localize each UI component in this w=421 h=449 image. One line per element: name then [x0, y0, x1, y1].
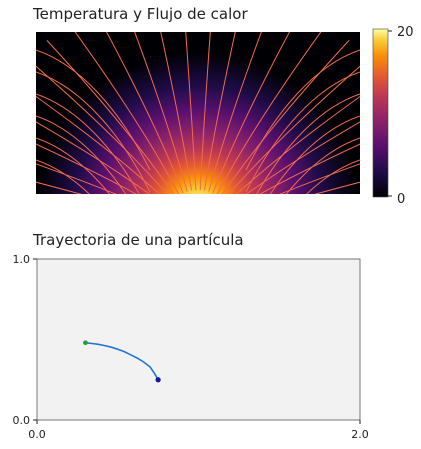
streamline	[36, 159, 90, 194]
heatmap-title: Temperatura y Flujo de calor	[33, 5, 248, 23]
colorbar-label-min: 0	[397, 192, 405, 207]
streamline	[36, 163, 117, 194]
streamline	[279, 163, 360, 194]
trajectory-axes	[36, 258, 361, 421]
ytick-label-min: 0.0	[13, 414, 31, 427]
xtick-label-max: 2.0	[351, 428, 369, 441]
streamline	[306, 159, 360, 194]
streamline	[36, 181, 83, 194]
trajectory-start-point	[83, 340, 88, 346]
streamline	[0, 208, 158, 226]
streamline	[199, 32, 211, 191]
heatmap-plot	[0, 32, 421, 226]
streamline	[222, 40, 350, 194]
streamline	[106, 32, 184, 194]
streamline	[216, 32, 322, 194]
xtick-label-min: 0.0	[28, 428, 46, 441]
streamline	[185, 32, 197, 191]
colorbar-gradient	[372, 28, 389, 198]
streamline	[245, 49, 360, 171]
streamline	[269, 115, 360, 194]
streamline	[36, 95, 161, 194]
streamline	[74, 32, 180, 194]
streamline	[36, 71, 151, 193]
streamline	[259, 143, 360, 194]
streamline	[36, 143, 137, 194]
streamline	[245, 121, 360, 194]
streamline	[256, 93, 360, 194]
streamline	[245, 71, 360, 193]
colorbar-label-max: 20	[397, 25, 414, 40]
streamline	[285, 137, 360, 194]
streamline	[46, 40, 174, 194]
streamlines	[0, 32, 421, 226]
trajectory-line	[85, 341, 159, 381]
streamline	[160, 32, 192, 191]
streamline	[313, 181, 360, 194]
streamline	[204, 32, 236, 191]
streamline	[238, 208, 421, 226]
trajectory-title: Trayectoria de una partícula	[33, 231, 244, 249]
trajectory-end-point	[155, 377, 161, 383]
ytick-label-max: 1.0	[13, 253, 31, 266]
streamline	[36, 137, 111, 194]
streamline	[134, 32, 188, 192]
streamline	[212, 32, 290, 194]
streamline	[36, 115, 127, 194]
streamline	[208, 32, 262, 192]
streamline	[36, 121, 151, 194]
heatmap-field	[36, 32, 360, 194]
trajectory-plot: 1.0 0.0 0.0 2.0	[13, 253, 369, 441]
streamline	[36, 93, 140, 194]
colorbar: 20 0	[372, 25, 414, 207]
streamline	[235, 95, 360, 194]
streamline	[36, 49, 151, 171]
